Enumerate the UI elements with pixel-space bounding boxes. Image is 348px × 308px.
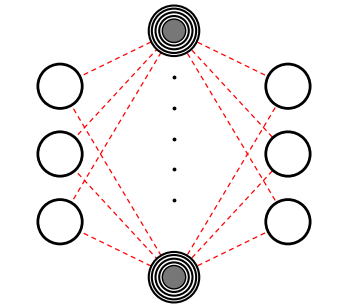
Circle shape bbox=[156, 12, 192, 49]
Circle shape bbox=[152, 255, 196, 299]
Circle shape bbox=[266, 132, 310, 176]
Circle shape bbox=[162, 265, 186, 289]
Circle shape bbox=[38, 132, 82, 176]
Circle shape bbox=[152, 9, 196, 53]
Circle shape bbox=[159, 262, 189, 292]
Circle shape bbox=[266, 200, 310, 244]
Circle shape bbox=[159, 16, 189, 46]
Circle shape bbox=[162, 19, 186, 43]
Circle shape bbox=[156, 259, 192, 296]
Circle shape bbox=[38, 200, 82, 244]
Circle shape bbox=[38, 64, 82, 108]
Circle shape bbox=[266, 64, 310, 108]
Circle shape bbox=[149, 6, 199, 56]
Circle shape bbox=[149, 252, 199, 302]
